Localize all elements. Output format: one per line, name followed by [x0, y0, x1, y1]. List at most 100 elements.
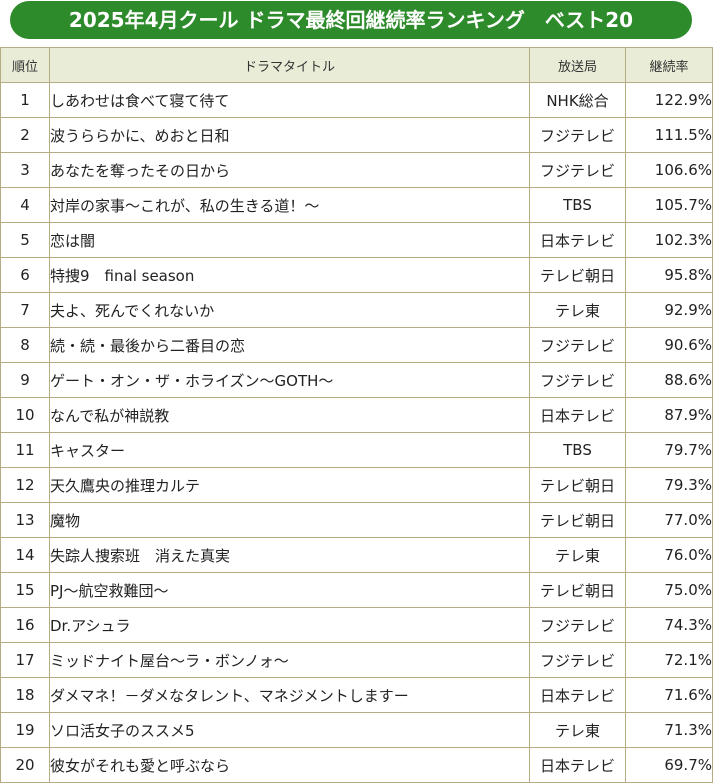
broadcast-station: NHK総合 [529, 82, 626, 118]
header-station: 放送局 [529, 47, 626, 83]
rank-number: 14 [0, 537, 50, 573]
table-row: 17 ミッドナイト屋台～ラ・ボンノォ～ フジテレビ 72.1% [0, 642, 713, 678]
broadcast-station: 日本テレビ [529, 222, 626, 258]
continuation-rate: 87.9% [625, 397, 713, 433]
rank-number: 3 [0, 152, 50, 188]
rank-number: 12 [0, 467, 50, 503]
rank-number: 1 [0, 82, 50, 118]
drama-title: 恋は闇 [49, 222, 530, 258]
continuation-rate: 88.6% [625, 362, 713, 398]
continuation-rate: 79.7% [625, 432, 713, 468]
broadcast-station: フジテレビ [529, 117, 626, 153]
broadcast-station: フジテレビ [529, 152, 626, 188]
broadcast-station: テレビ朝日 [529, 572, 626, 608]
broadcast-station: TBS [529, 187, 626, 223]
rank-number: 19 [0, 712, 50, 748]
continuation-rate: 95.8% [625, 257, 713, 293]
continuation-rate: 111.5% [625, 117, 713, 153]
table-row: 1 しあわせは食べて寝て待て NHK総合 122.9% [0, 82, 713, 118]
continuation-rate: 102.3% [625, 222, 713, 258]
rank-number: 5 [0, 222, 50, 258]
drama-title: ダメマネ！－ダメなタレント、マネジメントしますー [49, 677, 530, 713]
rank-number: 16 [0, 607, 50, 643]
broadcast-station: テレ東 [529, 537, 626, 573]
continuation-rate: 76.0% [625, 537, 713, 573]
drama-title: 彼女がそれも愛と呼ぶなら [49, 747, 530, 783]
table-row: 19 ソロ活女子のススメ5 テレ東 71.3% [0, 712, 713, 748]
broadcast-station: テレビ朝日 [529, 467, 626, 503]
rank-number: 8 [0, 327, 50, 363]
rank-number: 15 [0, 572, 50, 608]
continuation-rate: 90.6% [625, 327, 713, 363]
drama-title: ソロ活女子のススメ5 [49, 712, 530, 748]
rank-number: 2 [0, 117, 50, 153]
continuation-rate: 79.3% [625, 467, 713, 503]
continuation-rate: 122.9% [625, 82, 713, 118]
drama-title: PJ～航空救難団～ [49, 572, 530, 608]
continuation-rate: 71.3% [625, 712, 713, 748]
rank-number: 20 [0, 747, 50, 783]
table-row: 13 魔物 テレビ朝日 77.0% [0, 502, 713, 538]
broadcast-station: フジテレビ [529, 362, 626, 398]
broadcast-station: 日本テレビ [529, 747, 626, 783]
drama-title: 夫よ、死んでくれないか [49, 292, 530, 328]
rank-number: 10 [0, 397, 50, 433]
broadcast-station: TBS [529, 432, 626, 468]
broadcast-station: テレ東 [529, 292, 626, 328]
rank-number: 6 [0, 257, 50, 293]
drama-title: しあわせは食べて寝て待て [49, 82, 530, 118]
header-title: ドラマタイトル [49, 47, 530, 83]
broadcast-station: テレビ朝日 [529, 502, 626, 538]
continuation-rate: 71.6% [625, 677, 713, 713]
table-row: 2 波うららかに、めおと日和 フジテレビ 111.5% [0, 117, 713, 153]
ranking-table: 順位 ドラマタイトル 放送局 継続率 1 しあわせは食べて寝て待て NHK総合 122… [0, 47, 713, 783]
drama-title: キャスター [49, 432, 530, 468]
broadcast-station: フジテレビ [529, 642, 626, 678]
table-row: 18 ダメマネ！－ダメなタレント、マネジメントしますー 日本テレビ 71.6% [0, 677, 713, 713]
page-title: 2025年4月クール ドラマ最終回継続率ランキング ベスト20 [10, 1, 692, 39]
rank-number: 18 [0, 677, 50, 713]
continuation-rate: 106.6% [625, 152, 713, 188]
drama-title: 魔物 [49, 502, 530, 538]
broadcast-station: フジテレビ [529, 607, 626, 643]
broadcast-station: 日本テレビ [529, 677, 626, 713]
table-row: 15 PJ～航空救難団～ テレビ朝日 75.0% [0, 572, 713, 608]
broadcast-station: 日本テレビ [529, 397, 626, 433]
table-row: 8 続・続・最後から二番目の恋 フジテレビ 90.6% [0, 327, 713, 363]
table-row: 5 恋は闇 日本テレビ 102.3% [0, 222, 713, 258]
drama-title: 特捜9 final season [49, 257, 530, 293]
drama-title: あなたを奪ったその日から [49, 152, 530, 188]
rank-number: 7 [0, 292, 50, 328]
table-header-row: 順位 ドラマタイトル 放送局 継続率 [0, 47, 713, 83]
continuation-rate: 72.1% [625, 642, 713, 678]
table-row: 16 Dr.アシュラ フジテレビ 74.3% [0, 607, 713, 643]
table-row: 20 彼女がそれも愛と呼ぶなら 日本テレビ 69.7% [0, 747, 713, 783]
drama-title: Dr.アシュラ [49, 607, 530, 643]
continuation-rate: 74.3% [625, 607, 713, 643]
drama-title: 対岸の家事～これが、私の生きる道！～ [49, 187, 530, 223]
rank-number: 13 [0, 502, 50, 538]
rank-number: 4 [0, 187, 50, 223]
broadcast-station: テレ東 [529, 712, 626, 748]
broadcast-station: テレビ朝日 [529, 257, 626, 293]
rank-number: 9 [0, 362, 50, 398]
table-row: 7 夫よ、死んでくれないか テレ東 92.9% [0, 292, 713, 328]
table-row: 3 あなたを奪ったその日から フジテレビ 106.6% [0, 152, 713, 188]
table-row: 12 天久鷹央の推理カルテ テレビ朝日 79.3% [0, 467, 713, 503]
continuation-rate: 75.0% [625, 572, 713, 608]
continuation-rate: 77.0% [625, 502, 713, 538]
drama-title: ミッドナイト屋台～ラ・ボンノォ～ [49, 642, 530, 678]
drama-title: なんで私が神説教 [49, 397, 530, 433]
drama-title: 失踪人捜索班 消えた真実 [49, 537, 530, 573]
continuation-rate: 105.7% [625, 187, 713, 223]
table-row: 4 対岸の家事～これが、私の生きる道！～ TBS 105.7% [0, 187, 713, 223]
continuation-rate: 92.9% [625, 292, 713, 328]
drama-title: 波うららかに、めおと日和 [49, 117, 530, 153]
header-rate: 継続率 [625, 47, 713, 83]
table-row: 9 ゲート・オン・ザ・ホライズン～GOTH～ フジテレビ 88.6% [0, 362, 713, 398]
drama-title: ゲート・オン・ザ・ホライズン～GOTH～ [49, 362, 530, 398]
table-row: 10 なんで私が神説教 日本テレビ 87.9% [0, 397, 713, 433]
rank-number: 11 [0, 432, 50, 468]
continuation-rate: 69.7% [625, 747, 713, 783]
header-rank: 順位 [0, 47, 50, 83]
